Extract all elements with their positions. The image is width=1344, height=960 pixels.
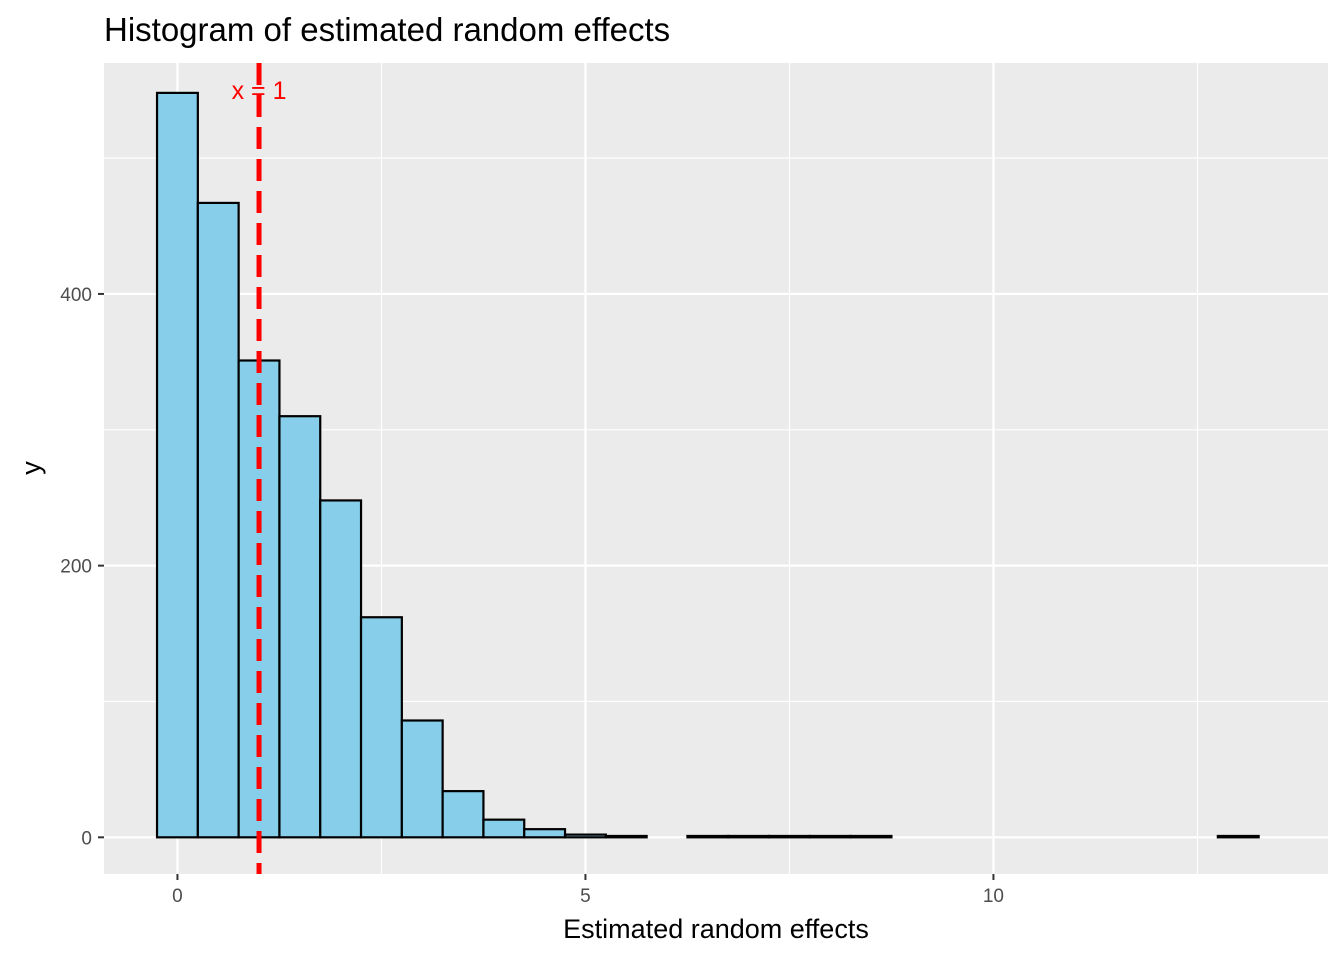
histogram-bar [359,616,403,839]
histogram-bar [767,834,811,839]
x-axis-title: Estimated random effects [563,914,869,944]
histogram-bars [155,91,1260,839]
y-axis-title: y [16,461,46,475]
x-tick-label: 10 [983,886,1004,907]
y-tick-label: 400 [60,285,92,306]
x-tick-label: 0 [172,886,183,907]
histogram-bar [155,91,199,839]
histogram-bar [237,359,281,839]
x-tick-label: 5 [580,886,591,907]
histogram-bar [808,834,852,839]
reference-line-label: x = 1 [232,77,287,105]
histogram-bar [482,818,526,839]
histogram-bar [196,201,240,839]
histogram-bar [849,834,893,839]
y-tick-label: 200 [60,557,92,578]
reference-line-layer: x = 1 [232,63,287,874]
axis-ticks: 0 5 10 0 200 400 [60,285,1004,907]
histogram-bar [727,834,771,839]
histogram-bar [278,415,322,839]
histogram-bar [686,834,730,839]
y-tick-label: 0 [81,828,92,849]
histogram-bar [523,828,567,839]
histogram-bar [563,833,607,839]
histogram-bar [319,499,363,839]
chart-title: Histogram of estimated random effects [104,11,670,48]
histogram-bar [1216,834,1260,839]
histogram-bar [604,834,648,839]
histogram-bar [441,790,485,839]
histogram-bar [400,719,444,839]
